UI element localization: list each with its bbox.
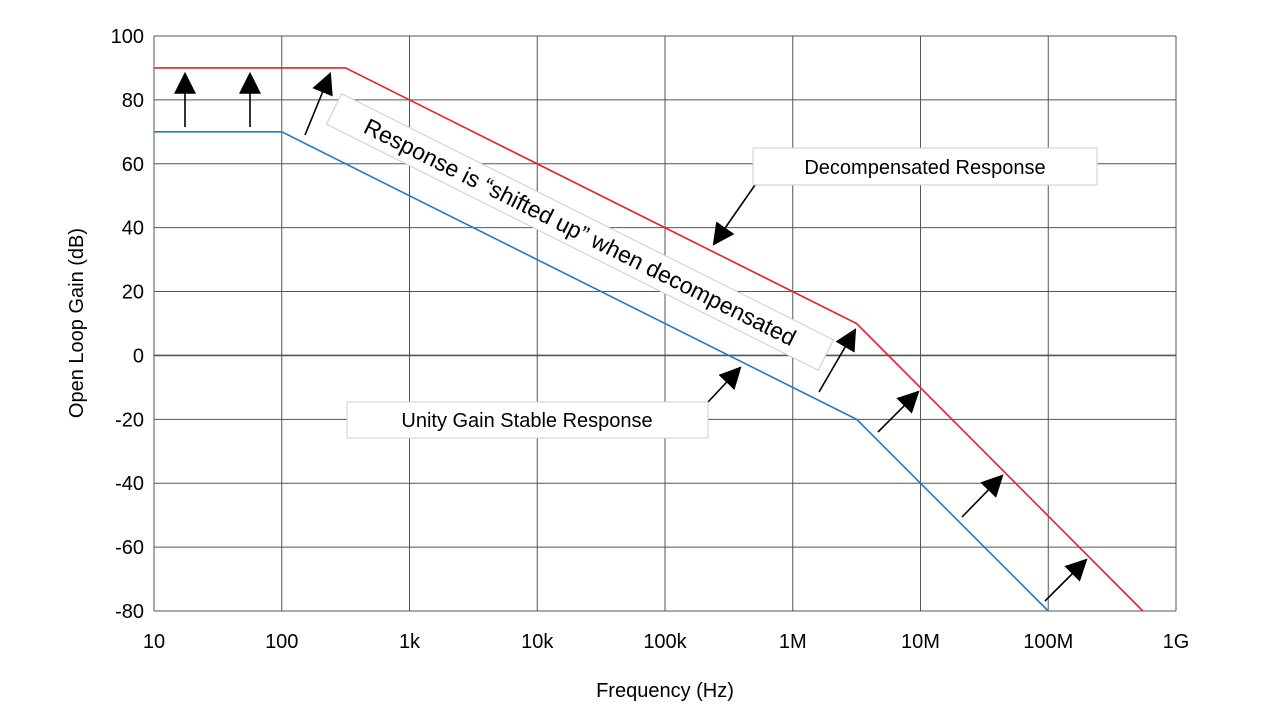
- y-tick-label: -80: [115, 601, 144, 623]
- y-tick-label: 60: [122, 154, 144, 176]
- arrow-icon: [961, 474, 1004, 518]
- arrow-icon: [712, 184, 756, 246]
- x-tick-label: 1M: [779, 631, 807, 653]
- x-tick-label: 10: [143, 631, 165, 653]
- y-tick-label: -20: [115, 409, 144, 431]
- x-tick-label: 1G: [1163, 631, 1190, 653]
- arrow-icon: [304, 71, 333, 136]
- y-tick-label: -40: [115, 473, 144, 495]
- series-lines: [154, 67, 1144, 612]
- y-tick-label: -60: [115, 537, 144, 559]
- x-tick-label: 10k: [521, 631, 554, 653]
- x-tick-label: 10M: [901, 631, 940, 653]
- x-tick-label: 1k: [399, 631, 421, 653]
- unity-label-box: [346, 401, 709, 439]
- tick-labels: 100 80 60 40 20 0 -20 -40 -60 -80 10 100 1k 10k 100k 1M…: [111, 26, 1190, 653]
- annotations: Decompensated Response Unity Gain Stable…: [325, 92, 1098, 439]
- shift-arrows: [174, 71, 1088, 602]
- arrow-icon: [707, 366, 742, 403]
- y-tick-label: 80: [122, 90, 144, 112]
- arrow-icon: [1044, 558, 1088, 602]
- decompensated-label-box: [752, 147, 1098, 186]
- shifted-label-box: [325, 92, 835, 372]
- y-tick-label: 0: [133, 345, 144, 367]
- decompensated-label: Decompensated Response: [804, 157, 1045, 179]
- y-tick-label: 100: [111, 26, 144, 48]
- y-tick-label: 40: [122, 218, 144, 240]
- y-tick-label: 20: [122, 282, 144, 304]
- x-tick-label: 100M: [1023, 631, 1073, 653]
- decompensated-response-line: [154, 67, 1144, 612]
- arrow-icon: [818, 328, 857, 393]
- x-tick-label: 100: [265, 631, 298, 653]
- y-axis-label: Open Loop Gain (dB): [66, 228, 88, 418]
- shifted-label: Response is “shifted up” when decompensa…: [360, 113, 800, 351]
- unity-gain-response-line: [154, 131, 1049, 612]
- unity-label: Unity Gain Stable Response: [401, 410, 652, 432]
- x-tick-label: 100k: [643, 631, 687, 653]
- x-axis-label: Frequency (Hz): [596, 680, 734, 702]
- arrow-icon: [877, 390, 920, 433]
